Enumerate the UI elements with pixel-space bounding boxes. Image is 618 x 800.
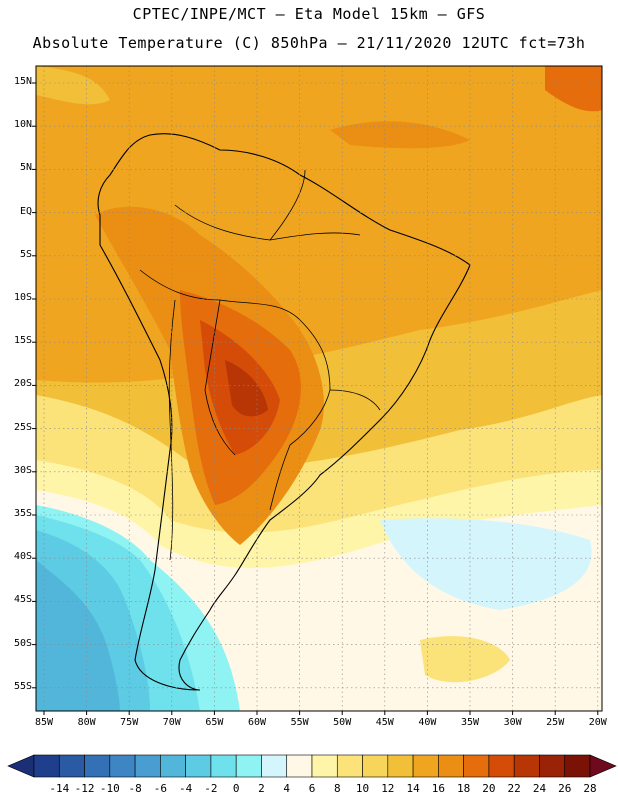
lon-label: 35W [460, 717, 480, 728]
lat-label: 55S [13, 680, 32, 692]
lon-label: 50W [333, 717, 352, 728]
lon-label: 70W [162, 717, 181, 728]
lat-label: 40S [13, 551, 32, 563]
lat-label: 50S [13, 637, 32, 649]
colorbar-segment [311, 754, 338, 778]
continent-outline [97, 133, 471, 691]
colorbar-label: 8 [333, 782, 341, 795]
lon-label: 85W [34, 717, 54, 728]
colorbar-label: 18 [457, 782, 471, 795]
lat-label: 20S [13, 378, 32, 390]
lon-label: 75W [120, 717, 139, 728]
map-frame [35, 65, 603, 712]
colorbar-label: 14 [406, 782, 420, 795]
lat-label: 5S [19, 248, 32, 260]
colorbar-segment [513, 754, 540, 778]
colorbar-segment [438, 754, 464, 778]
colorbar-segment [235, 754, 262, 778]
colorbar-segment [362, 754, 389, 778]
colorbar-segment [33, 754, 60, 778]
colorbar-segment [58, 754, 85, 778]
colorbar-under-arrow [7, 754, 35, 778]
lon-label: 20W [588, 717, 607, 728]
lat-label: 15S [13, 335, 32, 347]
country-borders [139, 169, 381, 561]
colorbar-segment [539, 754, 566, 778]
colorbar-label: 4 [283, 782, 291, 795]
colorbar-segment [412, 754, 439, 778]
colorbar-label: 28 [583, 782, 597, 795]
colorbar-label: -10 [99, 782, 120, 795]
lon-label: 55W [290, 717, 309, 728]
lon-label: 30W [503, 717, 522, 728]
colorbar-label: 20 [482, 782, 496, 795]
colorbar-label: -2 [204, 782, 218, 795]
colorbar-segment [286, 754, 313, 778]
lat-label: 5N [19, 162, 32, 174]
colorbar-label: -8 [128, 782, 142, 795]
lat-label: EQ [19, 205, 32, 217]
lat-label: 25S [13, 421, 32, 433]
colorbar-label: 10 [355, 782, 370, 795]
colorbar-label: 16 [431, 782, 445, 795]
lon-label: 40W [418, 717, 437, 728]
lat-label: 10N [13, 119, 32, 131]
colorbar-label: 2 [258, 782, 265, 795]
colorbar-segment [387, 754, 414, 778]
lon-label: 60W [247, 717, 267, 728]
colorbar-segment [463, 754, 490, 778]
colorbar-segment [84, 754, 111, 778]
lat-label: 30S [13, 464, 32, 476]
colorbar-label: 22 [507, 782, 521, 795]
lat-label: 15N [13, 76, 32, 87]
colorbar-label: 6 [308, 782, 316, 795]
colorbar-segment [160, 754, 186, 778]
colorbar-label: -14 [49, 782, 70, 795]
colorbar-segment [185, 754, 212, 778]
colorbar-segment [564, 754, 591, 778]
lat-label: 45S [13, 594, 32, 606]
colorbar-segment [210, 754, 237, 778]
colorbar-label: 24 [532, 782, 547, 795]
lon-label: 80W [77, 717, 96, 728]
colorbar-segment [134, 754, 161, 778]
colorbar-segment [488, 754, 515, 778]
colorbar-segment [261, 754, 288, 778]
lon-label: 45W [375, 717, 394, 728]
lon-label: 65W [205, 717, 224, 728]
colorbar-label: 26 [558, 782, 572, 795]
colorbar-over-arrow [589, 754, 617, 778]
colorbar-label: 12 [381, 782, 395, 795]
colorbar-label: -4 [179, 782, 193, 795]
title-line-2: Absolute Temperature (C) 850hPa – 21/11/… [32, 34, 586, 52]
colorbar-label: -12 [74, 782, 95, 795]
lat-label: 10S [13, 292, 32, 303]
lat-label: 35S [13, 508, 32, 519]
colorbar-segment [336, 754, 363, 778]
colorbar-label: 0 [232, 782, 240, 795]
colorbar-segment [109, 754, 136, 778]
title-line-1: CPTEC/INPE/MCT – Eta Model 15km – GFS [132, 5, 486, 23]
lon-label: 25W [546, 717, 565, 728]
colorbar-label: -6 [153, 782, 167, 795]
colorbar [7, 754, 617, 778]
